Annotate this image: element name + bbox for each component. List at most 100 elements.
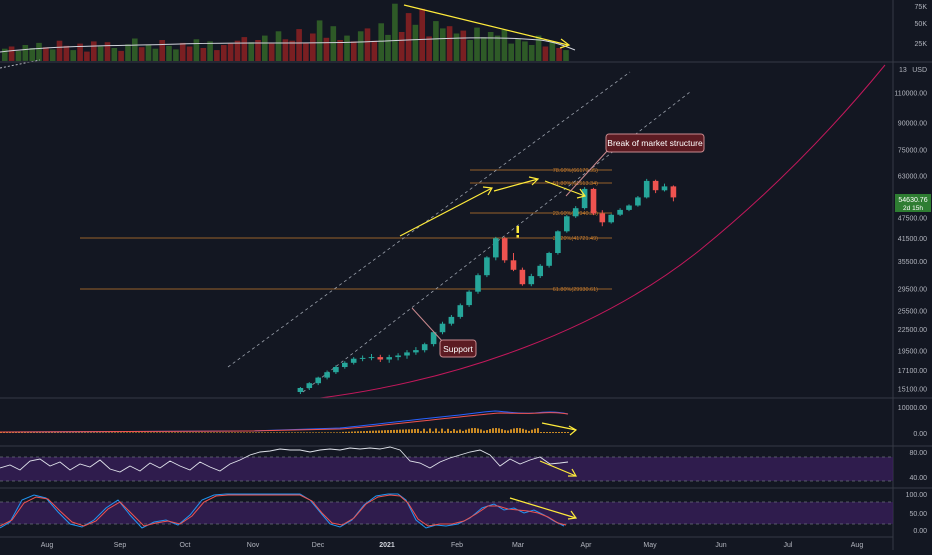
candle-body [413,350,419,353]
macd-histogram-bar [51,432,53,433]
price-tick-label: 25500.00 [898,308,927,315]
stoch-tick-100: 100.00 [906,492,928,499]
macd-histogram-bar [111,432,113,433]
macd-histogram-bar [342,431,344,433]
candle-body [510,260,517,270]
macd-histogram-bar [309,432,311,433]
time-axis[interactable]: Aug Sep Oct Nov Dec 2021 Feb Mar Apr May… [41,542,864,549]
volume-bar [364,28,371,61]
candle-body [493,238,499,258]
volume-bar [467,40,473,61]
macd-histogram-bar [471,428,473,433]
volume-bar [351,41,357,61]
macd-histogram-bar [189,432,191,433]
macd-histogram-bar [537,428,539,433]
macd-histogram-bar [198,432,200,433]
volume-bar [344,35,350,61]
macd-histogram-bar [0,432,2,433]
macd-histogram-bar [138,432,140,433]
macd-histogram-bar [369,430,371,433]
price-axis[interactable]: 13 USD 110000.00 90000.00 75000.00 63000.00… [892,0,931,550]
candle-body [324,372,330,378]
current-price-value: 54630.76 [898,197,927,204]
price-axis-top-tick: 13 [899,67,907,74]
macd-histogram-bar [510,429,512,433]
stoch-band [0,502,893,524]
volume-bar [426,36,432,61]
macd-tick-10000: 10000.00 [898,405,927,412]
volume-bar [433,21,439,62]
volume-bar [111,48,118,61]
macd-histogram-bar [291,432,293,433]
macd-histogram-bar [87,432,89,433]
candle-body [457,305,464,317]
macd-histogram-bar [6,432,8,433]
macd-histogram-bar [33,432,35,433]
macd-histogram-bar [330,432,332,433]
price-tick-label: 63000.00 [898,174,927,181]
macd-histogram-bar [288,432,290,433]
macd-histogram-bar [444,431,446,433]
macd-histogram-bar [18,432,20,433]
candle-body [564,216,570,232]
macd-histogram-bar [273,432,275,433]
macd-histogram-bar [183,432,185,433]
volume-bar [440,28,446,61]
macd-histogram-bar [105,432,107,433]
macd-histogram-bar [279,432,281,433]
rsi-line [0,446,569,473]
volume-bar [371,40,378,61]
macd-histogram-bar [24,432,26,433]
price-tick-label: 19500.00 [898,348,927,355]
macd-histogram-bar [60,432,62,433]
macd-histogram-bar [120,432,122,433]
macd-histogram-bar [270,432,272,433]
macd-histogram-bar [513,428,515,433]
macd-histogram-bar [375,430,377,433]
macd-histogram-bar [390,430,392,433]
macd-histogram-bar [267,432,269,433]
callout-support-box [439,339,477,358]
candle-body [315,377,321,384]
macd-histogram-bar [546,432,548,433]
macd-histogram-bar [75,432,77,433]
macd-histogram-bar [258,432,260,433]
macd-histogram-bar [519,428,521,433]
macd-histogram-bar [417,428,419,433]
volume-tick-25k: 25K [915,41,928,48]
callout-break[interactable]: Break of market structure [565,133,705,197]
macd-histogram-bar [228,432,230,433]
price-pane: 78.60%(66170.95) 61.80%(61513.34) 23.60%… [80,0,931,550]
macd-histogram-bar [264,432,266,433]
volume-bar [528,45,535,61]
volume-bar [310,33,316,62]
callout-support-label: Support [443,344,473,354]
macd-histogram-bar [318,432,320,433]
arrow-up-left [399,186,493,237]
macd-histogram-bar [15,432,17,433]
macd-histogram-bar [345,431,347,433]
macd-histogram-bar [555,432,557,433]
rsi-band [0,457,893,481]
macd-histogram-bar [501,429,503,433]
price-tick-label: 110000.00 [894,91,927,98]
candle-body [643,180,650,198]
macd-histogram-bar [543,432,545,433]
macd-histogram-bar [156,432,158,433]
macd-histogram-bar [384,430,386,433]
macd-histogram-bar [282,432,284,433]
macd-histogram-bar [81,432,83,433]
volume-bar [207,41,213,61]
time-label-aug-2021: Aug [851,542,864,549]
candle-body [466,291,472,306]
volume-bar [549,42,556,61]
callout-break-box [605,133,705,153]
macd-histogram-bar [489,429,491,433]
volume-bar [255,40,261,61]
volume-bar [29,48,35,61]
volume-bar [97,46,104,61]
macd-histogram-bar [102,432,104,433]
callout-support[interactable]: Support [411,307,477,358]
